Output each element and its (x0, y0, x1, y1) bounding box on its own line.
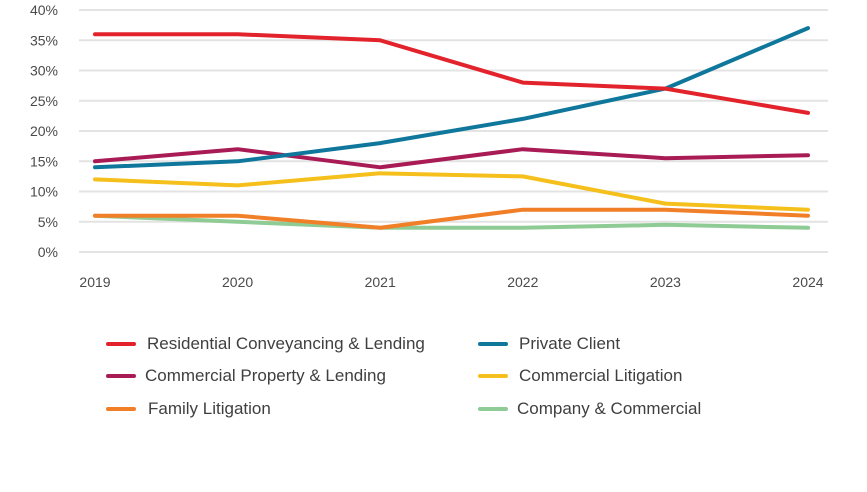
series-line-commercial-litigation (93, 171, 810, 212)
legend-swatch (106, 407, 136, 411)
line-chart: 0%5%10%15%20%25%30%35%40% 2019 2020 2021 20… (30, 2, 828, 290)
y-tick-label: 25% (30, 93, 58, 109)
y-tick-label: 40% (30, 2, 58, 18)
x-tick-label: 2020 (222, 274, 253, 290)
legend-item-residential[interactable]: Residential Conveyancing & Lending (106, 333, 425, 355)
legend-swatch (478, 407, 508, 411)
x-tick-label: 2022 (507, 274, 538, 290)
x-tick-label: 2024 (792, 274, 823, 290)
series-line-commercial-property-lending (93, 147, 810, 170)
legend-swatch (106, 374, 136, 378)
legend-label: Private Client (519, 334, 621, 353)
y-tick-label: 0% (38, 244, 58, 260)
legend-swatch (478, 342, 508, 346)
legend-label: Company & Commercial (517, 399, 702, 418)
legend-item-private-client[interactable]: Private Client (478, 333, 620, 355)
y-tick-label: 10% (30, 184, 58, 200)
y-tick-label: 30% (30, 63, 58, 79)
legend-item-company-commercial[interactable]: Company & Commercial (478, 398, 701, 420)
y-tick-label: 5% (38, 214, 58, 230)
series-line-company-commercial (93, 213, 810, 230)
legend-label: Family Litigation (148, 399, 271, 418)
series-line-residential-conveyancing-lending (93, 32, 810, 115)
x-tick-label: 2023 (650, 274, 681, 290)
y-tick-label: 20% (30, 123, 58, 139)
legend-label: Commercial Property & Lending (145, 366, 386, 385)
series-lines (93, 26, 810, 230)
x-tick-label: 2019 (79, 274, 110, 290)
legend-swatch (478, 374, 508, 378)
legend-label: Commercial Litigation (519, 366, 683, 385)
x-tick-label: 2021 (365, 274, 396, 290)
x-axis-ticks: 2019 2020 2021 2022 2023 2024 (79, 274, 823, 290)
series-line-private-client (93, 26, 810, 170)
legend-item-family-litigation[interactable]: Family Litigation (106, 398, 271, 420)
y-tick-label: 35% (30, 32, 58, 48)
y-axis-ticks: 0% 5% 10% 15% 20% 25% 30% 35% 40% (30, 2, 58, 260)
legend-label: Residential Conveyancing & Lending (147, 334, 425, 353)
legend-swatch (106, 342, 136, 346)
series-line-family-litigation (93, 207, 810, 230)
legend-item-commercial-litigation[interactable]: Commercial Litigation (478, 365, 682, 387)
legend-item-commercial-property[interactable]: Commercial Property & Lending (106, 365, 386, 387)
y-tick-label: 15% (30, 153, 58, 169)
